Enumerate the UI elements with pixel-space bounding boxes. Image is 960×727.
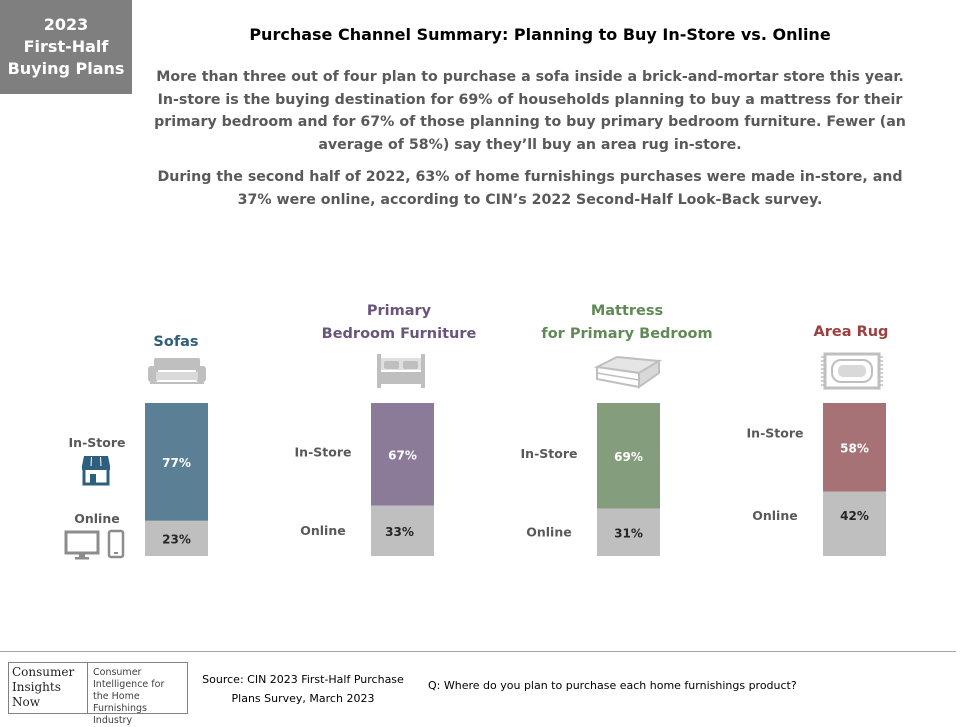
online-axis-label: Online	[752, 508, 797, 523]
sofa-icon	[148, 358, 206, 384]
mattress-icon	[593, 355, 663, 389]
instore-axis-label: In-Store	[69, 435, 126, 450]
instore-bar	[597, 403, 660, 509]
store-icon	[82, 456, 110, 486]
instore-value-label: 58%	[840, 441, 869, 455]
instore-bar	[371, 403, 434, 506]
instore-value-label: 69%	[614, 450, 643, 464]
survey-question: Q: Where do you plan to purchase each ho…	[428, 679, 797, 692]
bed-icon	[377, 354, 425, 388]
source-note: Source: CIN 2023 First-Half Purchase Pla…	[202, 673, 404, 705]
online-value-label: 33%	[385, 525, 414, 539]
footer-divider	[0, 651, 956, 652]
rug-icon	[821, 352, 883, 390]
category-title: Sofas	[153, 334, 198, 350]
category-group: Mattress for Primary Bedroom 69% 31% In-Stor…	[521, 303, 713, 556]
online-value-label: 42%	[840, 509, 869, 523]
desktop-icon	[64, 530, 100, 560]
summary-paragraph-2: During the second half of 2022, 63% of h…	[157, 169, 903, 208]
instore-axis-label: In-Store	[521, 446, 578, 461]
category-title: Mattress for Primary Bedroom	[541, 303, 712, 342]
instore-bar	[823, 403, 886, 492]
logo-wordmark: Consumer Insights Now	[9, 663, 88, 713]
online-axis-label: Online	[74, 511, 119, 526]
category-group: Area Rug 58% 42% In-Store Online	[747, 324, 889, 556]
instore-axis-label: In-Store	[747, 425, 804, 440]
category-title: Area Rug	[814, 324, 889, 340]
online-bar	[597, 508, 660, 556]
badge-half: First-Half	[23, 37, 109, 56]
period-badge: 2023 First-Half Buying Plans	[0, 0, 132, 94]
instore-value-label: 77%	[162, 456, 191, 470]
category-title: Primary Bedroom Furniture	[322, 303, 477, 342]
online-axis-label: Online	[526, 524, 571, 539]
badge-year: 2023	[43, 15, 89, 34]
logo-tagline: Consumer Intelligence for the Home Furni…	[93, 667, 165, 726]
online-axis-label: Online	[300, 523, 345, 538]
online-bar	[145, 520, 208, 556]
phone-icon	[107, 529, 125, 559]
instore-value-label: 67%	[388, 448, 417, 462]
cin-logo: Consumer Insights Now Consumer Intellige…	[8, 662, 188, 726]
online-bar	[371, 505, 434, 556]
category-group: Sofas 77% 23% In-Store Online	[69, 334, 208, 556]
online-value-label: 31%	[614, 526, 643, 540]
instore-axis-label: In-Store	[295, 444, 352, 459]
category-group: Primary Bedroom Furniture 67% 33% In-Store On…	[295, 303, 477, 556]
summary-text: More than three out of four plan to purc…	[150, 66, 910, 221]
online-bar	[823, 491, 886, 556]
online-value-label: 23%	[162, 532, 191, 546]
instore-bar	[145, 403, 208, 521]
badge-plans: Buying Plans	[7, 59, 125, 78]
page-title: Purchase Channel Summary: Planning to Bu…	[249, 25, 831, 44]
summary-paragraph-1: More than three out of four plan to purc…	[154, 69, 906, 153]
